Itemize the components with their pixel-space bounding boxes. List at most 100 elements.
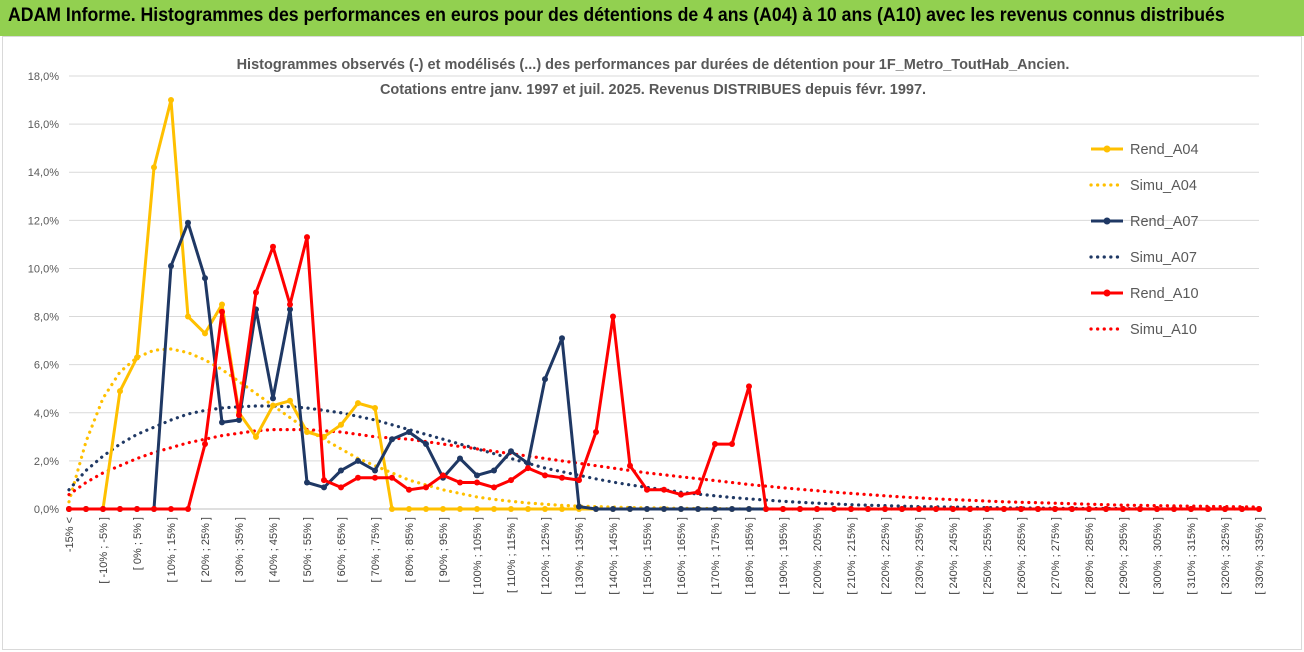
legend-marker-rend-a07 bbox=[1103, 217, 1111, 225]
series-rend-a10-point bbox=[304, 234, 310, 241]
x-tick-label: [ 100% ; 105% ] bbox=[472, 517, 484, 595]
x-tick-label: [ 90% ; 95% ] bbox=[438, 517, 450, 582]
y-tick-label: 12,0% bbox=[28, 215, 59, 227]
series-rend-a10-point bbox=[406, 486, 412, 493]
legend-label-simu-a07: Simu_A07 bbox=[1130, 250, 1197, 266]
series-rend-a04-point bbox=[457, 506, 463, 512]
series-rend-a10-point bbox=[814, 506, 820, 512]
series-rend-a10-point bbox=[1035, 506, 1041, 512]
series-rend-a10-point bbox=[865, 506, 871, 512]
series-rend-a10-point bbox=[678, 491, 684, 498]
x-tick-label: [ 70% ; 75% ] bbox=[370, 517, 382, 582]
x-tick-label: [ 220% ; 225% ] bbox=[880, 517, 892, 595]
series-rend-a10-point bbox=[950, 506, 956, 512]
series-rend-a10-point bbox=[933, 506, 939, 512]
series-rend-a10-point bbox=[644, 486, 650, 493]
series-rend-a07-point bbox=[355, 457, 361, 464]
series-rend-a07-point bbox=[423, 441, 429, 448]
chart-subtitle: Cotations entre janv. 1997 et juil. 2025… bbox=[380, 82, 926, 98]
series-rend-a10-point bbox=[593, 429, 599, 436]
series-rend-a10-point bbox=[1239, 506, 1245, 512]
series-rend-a10-point bbox=[610, 313, 616, 320]
series-rend-a10-point bbox=[780, 506, 786, 512]
series-rend-a07-point bbox=[593, 506, 599, 512]
series-rend-a10-point bbox=[1188, 506, 1194, 512]
series-rend-a04-point bbox=[168, 97, 174, 104]
series-rend-a10-point bbox=[1069, 506, 1075, 512]
x-tick-label: [ 0% ; 5% ] bbox=[132, 517, 144, 570]
series-rend-a07-point bbox=[236, 416, 242, 423]
series-rend-a10-point bbox=[1018, 506, 1024, 512]
legend-label-simu-a04: Simu_A04 bbox=[1130, 178, 1197, 194]
series-rend-a07-point bbox=[304, 479, 310, 486]
report-title: ADAM Informe. Histogrammes des performan… bbox=[8, 5, 1225, 26]
series-rend-a10-point bbox=[134, 506, 140, 512]
x-tick-label: [ -10% ; -5% ] bbox=[98, 517, 110, 584]
series-rend-a07-point bbox=[219, 419, 225, 426]
series-rend-a07-point bbox=[542, 376, 548, 383]
legend-label-simu-a10: Simu_A10 bbox=[1130, 322, 1197, 338]
x-tick-label: [ 120% ; 125% ] bbox=[540, 517, 552, 595]
y-tick-label: 10,0% bbox=[28, 263, 59, 275]
x-tick-label: [ 30% ; 35% ] bbox=[234, 517, 246, 582]
series-rend-a04-point bbox=[406, 506, 412, 512]
y-tick-label: 0,0% bbox=[34, 504, 59, 516]
series-simu-a10-line bbox=[67, 428, 1261, 509]
y-tick-label: 18,0% bbox=[28, 71, 59, 83]
series-rend-a04-point bbox=[525, 506, 531, 512]
series-rend-a10-point bbox=[389, 474, 395, 481]
series-rend-a04-point bbox=[134, 354, 140, 361]
x-tick-label: [ 10% ; 15% ] bbox=[166, 517, 178, 582]
series-rend-a10-point bbox=[1052, 506, 1058, 512]
x-tick-label: -15% < bbox=[64, 517, 76, 552]
legend-marker-rend-a10 bbox=[1103, 289, 1111, 297]
series-rend-a07-point bbox=[525, 460, 531, 467]
series-rend-a10-point bbox=[1154, 506, 1160, 512]
series-simu-a07-line bbox=[67, 404, 1261, 511]
series-rend-a10-point bbox=[712, 441, 718, 448]
series-rend-a10-point bbox=[372, 474, 378, 481]
series-rend-a07-point bbox=[627, 506, 633, 512]
series-rend-a07-point bbox=[746, 506, 752, 512]
series-rend-a04-point bbox=[355, 400, 361, 407]
series-rend-a10-point bbox=[899, 506, 905, 512]
series-rend-a07-line bbox=[69, 221, 1259, 511]
series-rend-a10-point bbox=[270, 243, 276, 250]
series-rend-a10-point bbox=[100, 506, 106, 512]
series-rend-a07-point bbox=[372, 467, 378, 474]
x-tick-label: [ 270% ; 275% ] bbox=[1050, 517, 1062, 595]
series-rend-a10-point bbox=[1205, 506, 1211, 512]
series-rend-a04-point bbox=[559, 506, 565, 512]
report-banner: ADAM Informe. Histogrammes des performan… bbox=[0, 0, 1304, 36]
x-tick-label: [ 240% ; 245% ] bbox=[948, 517, 960, 595]
series-rend-a04-point bbox=[117, 388, 123, 395]
series-rend-a04-point bbox=[372, 404, 378, 411]
series-rend-a07-point bbox=[474, 472, 480, 479]
x-tick-label: [ 250% ; 255% ] bbox=[982, 517, 994, 595]
series-rend-a04-point bbox=[542, 506, 548, 512]
legend-label-rend-a04: Rend_A04 bbox=[1130, 142, 1199, 158]
line-chart: 0,0% 2,0% 4,0% 6,0% 8,0% 10,0% 12,0% 14,0% 16,0%… bbox=[28, 57, 1266, 595]
x-tick-label: [ 210% ; 215% ] bbox=[846, 517, 858, 595]
chart-title: Histogrammes observés (-) et modélisés (… bbox=[237, 57, 1070, 73]
series-rend-a07-point bbox=[712, 506, 718, 512]
series-rend-a10-point bbox=[1086, 506, 1092, 512]
series-rend-a04-point bbox=[202, 330, 208, 337]
series-rend-a10-point bbox=[508, 477, 514, 484]
y-tick-label: 14,0% bbox=[28, 167, 59, 179]
legend-label-rend-a10: Rend_A10 bbox=[1130, 286, 1199, 302]
series-rend-a10-point bbox=[287, 301, 293, 308]
series-rend-a10-point bbox=[219, 308, 225, 315]
series-rend-a10-point bbox=[83, 506, 89, 512]
series-rend-a10-point bbox=[1256, 506, 1262, 512]
series-rend-a10-point bbox=[1120, 506, 1126, 512]
series-rend-a10-point bbox=[797, 506, 803, 512]
legend-label-rend-a07: Rend_A07 bbox=[1130, 214, 1199, 230]
series-rend-a07-point bbox=[491, 467, 497, 474]
series-rend-a07-point bbox=[457, 455, 463, 462]
series-rend-a04-point bbox=[423, 506, 429, 512]
x-tick-label: [ 280% ; 285% ] bbox=[1084, 517, 1096, 595]
series-rend-a07-point bbox=[644, 506, 650, 512]
series-rend-a10-point bbox=[117, 506, 123, 512]
x-tick-label: [ 260% ; 265% ] bbox=[1016, 517, 1028, 595]
